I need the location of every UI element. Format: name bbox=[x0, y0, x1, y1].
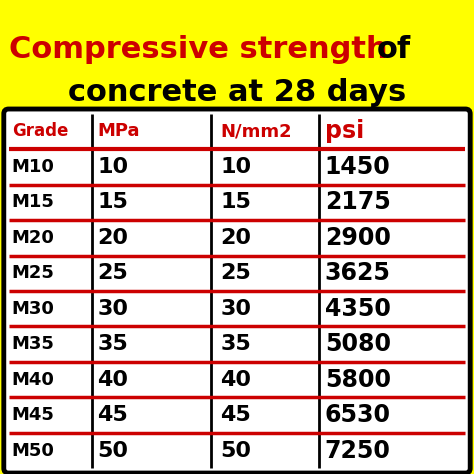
Text: 40: 40 bbox=[220, 370, 251, 390]
Text: 25: 25 bbox=[97, 264, 128, 283]
Text: psi: psi bbox=[325, 119, 364, 144]
Text: 50: 50 bbox=[220, 441, 251, 461]
Text: 40: 40 bbox=[97, 370, 128, 390]
Text: M15: M15 bbox=[12, 193, 55, 211]
Text: MPa: MPa bbox=[97, 122, 140, 140]
Text: of: of bbox=[377, 35, 411, 64]
Text: 10: 10 bbox=[220, 157, 252, 177]
FancyBboxPatch shape bbox=[4, 109, 470, 473]
Text: 6530: 6530 bbox=[325, 403, 391, 427]
Text: M20: M20 bbox=[12, 229, 55, 247]
Text: 3625: 3625 bbox=[325, 261, 391, 285]
Text: M45: M45 bbox=[12, 406, 55, 424]
Text: 2900: 2900 bbox=[325, 226, 391, 250]
Text: 7250: 7250 bbox=[325, 438, 391, 463]
Text: concrete at 28 days: concrete at 28 days bbox=[68, 78, 406, 107]
Text: 25: 25 bbox=[220, 264, 251, 283]
Text: M25: M25 bbox=[12, 264, 55, 283]
Text: 45: 45 bbox=[97, 405, 128, 425]
Text: N/mm2: N/mm2 bbox=[220, 122, 292, 140]
Text: 20: 20 bbox=[220, 228, 251, 248]
Text: 1450: 1450 bbox=[325, 155, 391, 179]
Text: 5800: 5800 bbox=[325, 368, 391, 392]
Text: 10: 10 bbox=[97, 157, 128, 177]
Text: Grade: Grade bbox=[12, 122, 68, 140]
Text: M40: M40 bbox=[12, 371, 55, 389]
Text: M10: M10 bbox=[12, 158, 55, 176]
Text: 30: 30 bbox=[220, 299, 251, 319]
Text: 4350: 4350 bbox=[325, 297, 391, 321]
Text: 15: 15 bbox=[220, 192, 251, 212]
Text: 50: 50 bbox=[97, 441, 128, 461]
Text: M50: M50 bbox=[12, 442, 55, 460]
Text: 45: 45 bbox=[220, 405, 251, 425]
Text: M35: M35 bbox=[12, 335, 55, 353]
Text: 35: 35 bbox=[97, 334, 128, 354]
Text: M30: M30 bbox=[12, 300, 55, 318]
Text: 30: 30 bbox=[97, 299, 128, 319]
Text: Compressive strength: Compressive strength bbox=[9, 35, 388, 64]
Text: 5080: 5080 bbox=[325, 332, 391, 356]
Text: 35: 35 bbox=[220, 334, 251, 354]
Text: 15: 15 bbox=[97, 192, 128, 212]
Text: 20: 20 bbox=[97, 228, 128, 248]
Text: 2175: 2175 bbox=[325, 191, 391, 214]
